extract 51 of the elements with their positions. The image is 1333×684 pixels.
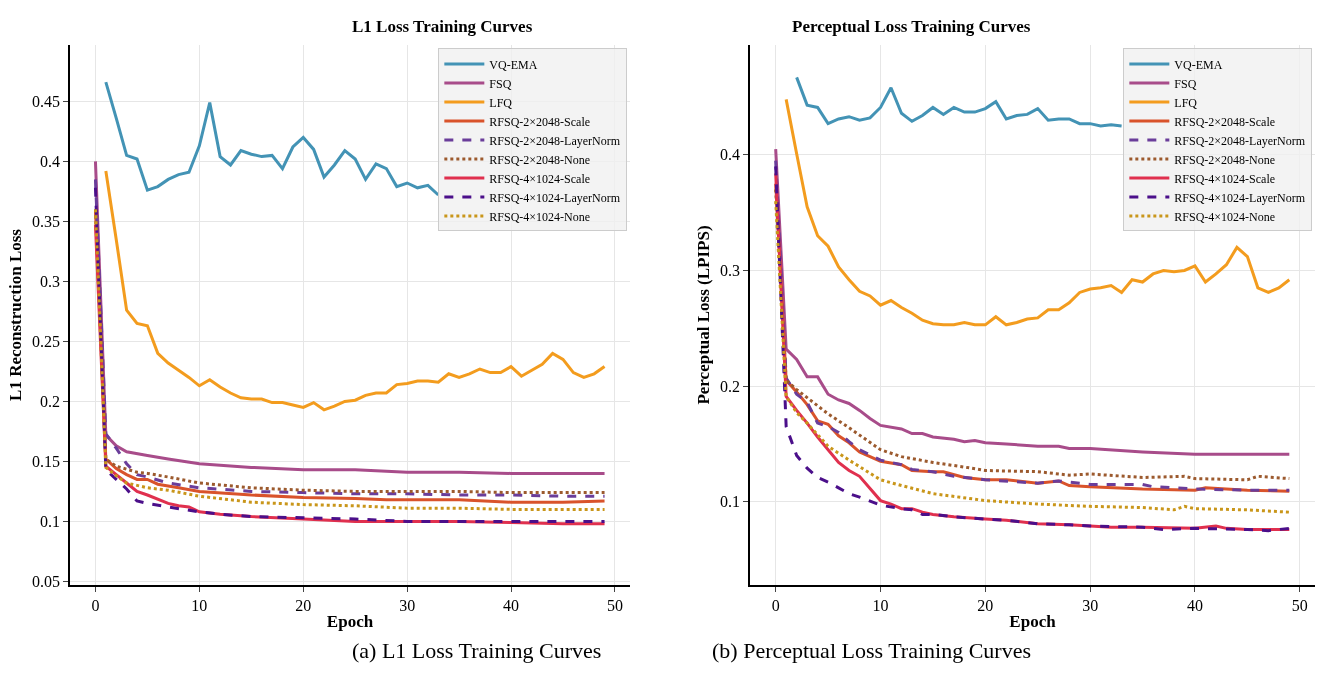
legend-label: VQ-EMA bbox=[489, 57, 538, 72]
legend-label: RFSQ-4×1024-LayerNorm bbox=[1174, 190, 1306, 205]
legend-label: RFSQ-2×2048-None bbox=[1174, 152, 1276, 167]
legend-label: RFSQ-4×1024-Scale bbox=[489, 171, 591, 186]
legend-label: RFSQ-2×2048-None bbox=[489, 152, 591, 167]
chart-title: Perceptual Loss Training Curves bbox=[792, 17, 1031, 36]
y-tick-label: 0.3 bbox=[720, 262, 741, 280]
legend-label: FSQ bbox=[489, 76, 512, 91]
y-tick-label: 0.4 bbox=[720, 146, 741, 164]
y-tick-label: 0.2 bbox=[40, 393, 61, 410]
legend-label: RFSQ-4×1024-None bbox=[489, 209, 591, 224]
x-tick-label: 50 bbox=[1291, 596, 1308, 614]
y-tick-label: 0.25 bbox=[32, 333, 61, 350]
x-axis-title: Epoch bbox=[1009, 611, 1057, 631]
y-axis-title: L1 Reconstruction Loss bbox=[6, 228, 26, 401]
y-axis-title: Perceptual Loss (LPIPS) bbox=[694, 225, 714, 405]
legend-label: RFSQ-4×1024-Scale bbox=[1174, 171, 1276, 186]
x-tick-label: 40 bbox=[1186, 596, 1203, 614]
x-tick-label: 10 bbox=[872, 596, 889, 614]
x-tick-label: 40 bbox=[503, 596, 520, 614]
legend-label: LFQ bbox=[489, 95, 513, 110]
x-tick-label: 20 bbox=[295, 596, 312, 614]
y-tick-label: 0.35 bbox=[32, 213, 61, 230]
x-tick-label: 30 bbox=[399, 596, 416, 614]
legend-label: RFSQ-2×2048-Scale bbox=[1174, 114, 1276, 129]
y-tick-label: 0.1 bbox=[40, 513, 61, 530]
text: (a) L1 Loss Training Curves bbox=[352, 638, 602, 663]
x-tick-label: 30 bbox=[1082, 596, 1099, 614]
legend-label: RFSQ-2×2048-Scale bbox=[489, 114, 591, 129]
y-tick-label: 0.2 bbox=[720, 377, 741, 395]
legend-label: RFSQ-4×1024-None bbox=[1174, 209, 1276, 224]
legend-label: RFSQ-4×1024-LayerNorm bbox=[489, 190, 621, 205]
x-tick-label: 0 bbox=[91, 596, 100, 614]
x-tick-label: 20 bbox=[977, 596, 994, 614]
legend-label: RFSQ-2×2048-LayerNorm bbox=[489, 133, 621, 148]
legend-label: FSQ bbox=[1174, 76, 1197, 91]
x-tick-label: 0 bbox=[771, 596, 780, 614]
y-tick-label: 0.45 bbox=[32, 93, 61, 110]
y-tick-label: 0.1 bbox=[720, 493, 741, 511]
y-tick-label: 0.4 bbox=[40, 153, 61, 170]
legend-label: VQ-EMA bbox=[1174, 57, 1223, 72]
legend-label: RFSQ-2×2048-LayerNorm bbox=[1174, 133, 1306, 148]
y-tick-label: 0.3 bbox=[40, 273, 61, 290]
text: (b) Perceptual Loss Training Curves bbox=[712, 638, 1031, 663]
legend-label: LFQ bbox=[1174, 95, 1198, 110]
chart-title: L1 Loss Training Curves bbox=[352, 17, 533, 36]
y-tick-label: 0.05 bbox=[32, 573, 61, 590]
x-tick-label: 10 bbox=[191, 596, 208, 614]
x-tick-label: 50 bbox=[606, 596, 623, 614]
y-tick-label: 0.15 bbox=[32, 453, 61, 470]
x-axis-title: Epoch bbox=[326, 611, 374, 631]
